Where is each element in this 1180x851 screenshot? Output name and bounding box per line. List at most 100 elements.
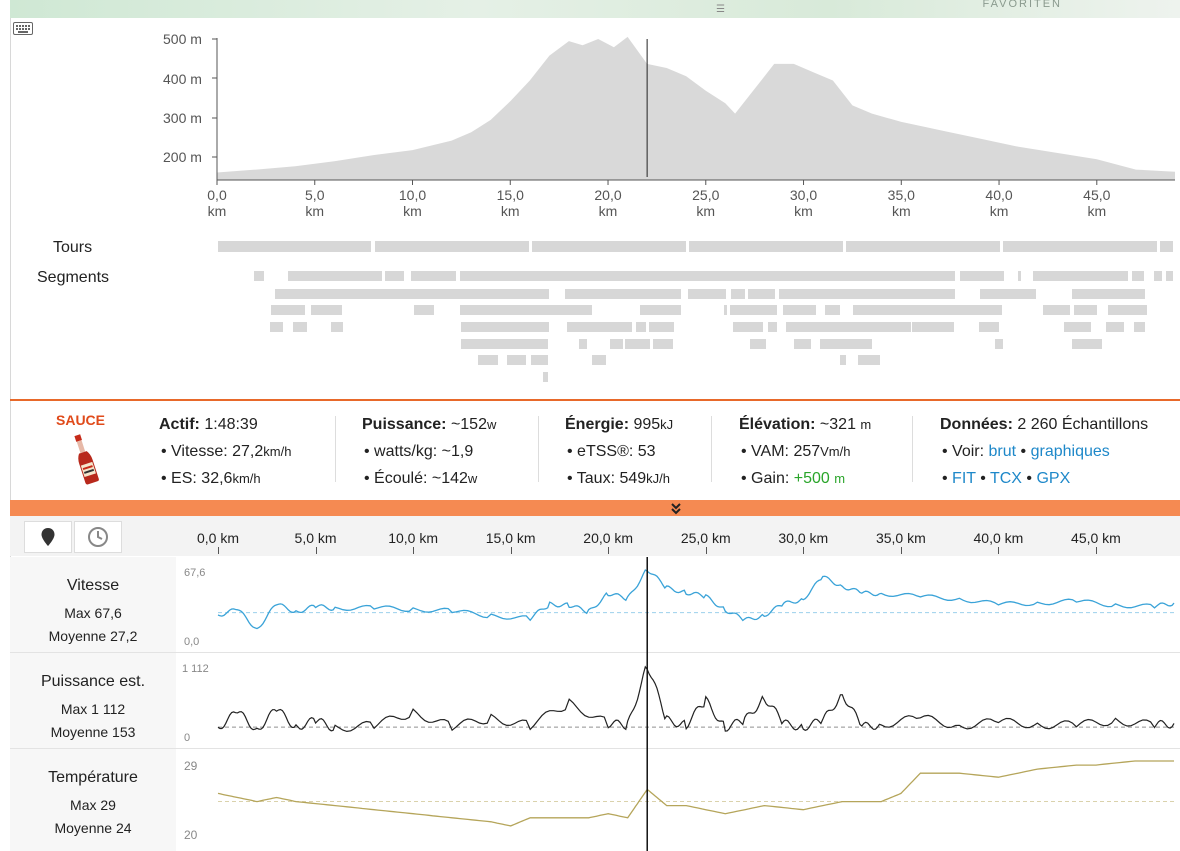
segment-bar xyxy=(733,322,763,332)
channel-charts[interactable] xyxy=(176,557,1180,851)
segment-bar xyxy=(649,322,674,332)
stat-label: Écoulé: xyxy=(374,470,428,487)
stat-value: 53 xyxy=(637,443,656,460)
segment-bar xyxy=(531,355,548,365)
stat-value: 27,2 xyxy=(232,443,264,460)
segment-bar xyxy=(507,355,526,365)
stat-value: 549 xyxy=(619,470,647,487)
tour-bar xyxy=(375,241,529,252)
channel-avg: Moyenne 27,2 xyxy=(48,628,138,644)
tour-bar xyxy=(689,241,843,252)
channel-name: Température xyxy=(48,769,138,786)
segment-bar xyxy=(1043,305,1070,315)
stat-label: Gain: xyxy=(751,470,790,487)
elevation-chart[interactable] xyxy=(205,30,1180,190)
stat-donnees: Données: 2 260 Échantillons xyxy=(940,416,1148,434)
segment-bar xyxy=(779,289,955,299)
segments-label: Segments xyxy=(37,269,110,286)
chart-x-tick: 25,0 km xyxy=(680,530,731,546)
chart-x-tick: 10,0 km xyxy=(388,530,438,546)
clock-icon xyxy=(88,527,108,547)
segment-bar xyxy=(750,339,766,349)
chart-x-tickmark xyxy=(218,547,219,554)
segment-bar xyxy=(820,339,872,349)
stat-value: ~142 xyxy=(431,470,468,487)
segment-bar xyxy=(411,271,456,281)
elev-y-tick: 200 m xyxy=(163,149,202,165)
elev-x-tick: 25,0 km xyxy=(692,187,720,219)
gpx-link[interactable]: GPX xyxy=(1036,470,1071,487)
segment-bar xyxy=(794,339,811,349)
elev-x-tick: 40,0 km xyxy=(985,187,1013,219)
segment-bar xyxy=(1134,322,1145,332)
graphiques-link[interactable]: graphiques xyxy=(1030,443,1110,460)
channel-label-panel xyxy=(10,557,176,851)
series-line xyxy=(217,665,1175,733)
stat-unit: kJ xyxy=(660,417,674,432)
segment-bar xyxy=(331,322,343,332)
segment-bar xyxy=(979,322,999,332)
segment-bar xyxy=(783,305,816,315)
stat-puissance-line2: • Écoulé: ~142w xyxy=(364,470,478,487)
chart-x-tickmark xyxy=(510,547,512,554)
elev-x-tick: 15,0 km xyxy=(496,187,524,219)
chart-x-tick: 20,0 km xyxy=(583,530,634,546)
channel-name: Vitesse xyxy=(66,577,120,594)
stat-label: watts/kg: xyxy=(374,443,438,460)
laps-segments-track[interactable] xyxy=(200,238,1180,388)
keyboard-icon[interactable] xyxy=(13,22,33,35)
segment-bar xyxy=(825,305,840,315)
segment-bar xyxy=(579,339,587,349)
segment-bar xyxy=(1064,322,1091,332)
segment-bar xyxy=(1106,322,1124,332)
tour-bar xyxy=(1003,241,1157,252)
stat-puissance-line1: • watts/kg: ~1,9 xyxy=(364,443,474,460)
stat-elevation-title: Élévation: xyxy=(739,416,816,433)
map-strip[interactable] xyxy=(10,0,1180,18)
segment-bar xyxy=(640,305,681,315)
elev-x-tick: 0,0 km xyxy=(207,187,227,219)
segment-bar xyxy=(636,322,646,332)
channel-ymin: 0,0 xyxy=(184,636,200,648)
stat-unit: km/h xyxy=(232,471,261,486)
stat-actif-line2: • ES: 32,6km/h xyxy=(161,470,261,487)
stat-divider xyxy=(711,416,712,482)
segment-bar xyxy=(730,305,777,315)
tour-bar xyxy=(532,241,686,252)
channel-max: Max 1 112 xyxy=(60,701,126,717)
resize-handle[interactable]: ☰ xyxy=(716,4,725,15)
series-line xyxy=(217,569,1175,630)
stat-label: Taux: xyxy=(576,470,616,487)
double-chevron-down-icon[interactable] xyxy=(670,501,682,515)
elev-y-tick: 500 m xyxy=(163,31,202,47)
segment-bar xyxy=(768,322,777,332)
collapse-bar[interactable] xyxy=(10,500,1180,516)
segment-bar xyxy=(288,271,382,281)
segment-bar xyxy=(478,355,498,365)
segment-bar xyxy=(592,355,606,365)
segment-bar xyxy=(543,372,548,382)
brut-link[interactable]: brut xyxy=(988,443,1017,460)
channel-ymax: 1 112 xyxy=(182,663,209,675)
stat-value: 257 xyxy=(793,443,821,460)
stat-unit: Vm/h xyxy=(820,444,851,459)
segment-bar xyxy=(293,322,307,332)
segment-bar xyxy=(461,322,549,332)
fit-link[interactable]: FIT xyxy=(952,470,976,487)
segment-bar xyxy=(724,305,727,315)
stat-energie-value: 995 xyxy=(633,416,661,433)
segment-bar xyxy=(1132,271,1144,281)
segment-bar xyxy=(1074,305,1097,315)
elev-x-tick: 35,0 km xyxy=(887,187,915,219)
tcx-link[interactable]: TCX xyxy=(989,470,1022,487)
stat-value: 32,6 xyxy=(201,470,233,487)
time-mode-button[interactable] xyxy=(74,521,122,553)
distance-mode-button[interactable] xyxy=(24,521,72,553)
stat-value: ~1,9 xyxy=(441,443,474,460)
segment-bar xyxy=(461,339,548,349)
segment-bar xyxy=(414,305,434,315)
elev-x-tick: 20,0 km xyxy=(594,187,622,219)
segment-bar xyxy=(858,355,880,365)
segment-bar xyxy=(688,289,726,299)
chart-x-tickmark xyxy=(803,547,805,554)
